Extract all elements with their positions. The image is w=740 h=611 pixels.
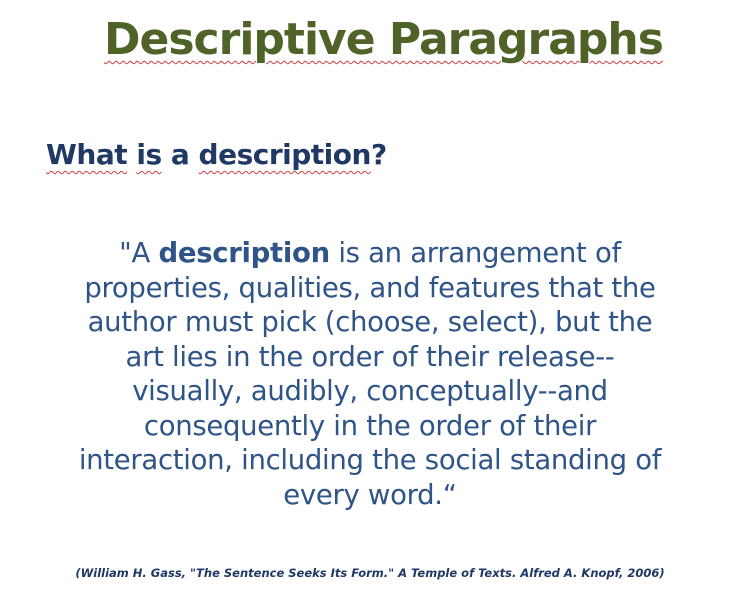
subtitle-word-a: a [170, 138, 190, 171]
quote-line-6: consequently in the order of their [143, 409, 597, 442]
quote-line-8: every word.“ [283, 478, 457, 511]
quote-keyword: description [158, 237, 330, 269]
quote-line-4: art lies in the order of their release-- [125, 340, 615, 373]
quote-line-2: properties, qualities, and features that… [84, 271, 656, 304]
slide-subtitle[interactable]: What is a description? [46, 138, 387, 172]
subtitle-word-description: description [198, 138, 372, 171]
subtitle-word-what: What [46, 138, 128, 171]
quote-line-5: visually, audibly, conceptually--and [132, 375, 608, 407]
subtitle-word-is: is [136, 138, 162, 171]
quote-line-1: "A description is an arrangement of [12, 236, 728, 271]
quote-block[interactable]: "A description is an arrangement of prop… [12, 236, 728, 512]
citation[interactable]: (William H. Gass, "The Sentence Seeks It… [75, 566, 665, 580]
subtitle-punctuation: ? [370, 138, 387, 171]
quote-line-7: interaction, including the social standi… [78, 444, 662, 476]
quote-line-1-rest: is an arrangement of [329, 237, 621, 269]
quote-line-3: author must pick (choose, select), but t… [87, 306, 653, 338]
quote-open: "A [119, 237, 159, 269]
slide-title[interactable]: Descriptive Paragraphs [104, 14, 664, 65]
